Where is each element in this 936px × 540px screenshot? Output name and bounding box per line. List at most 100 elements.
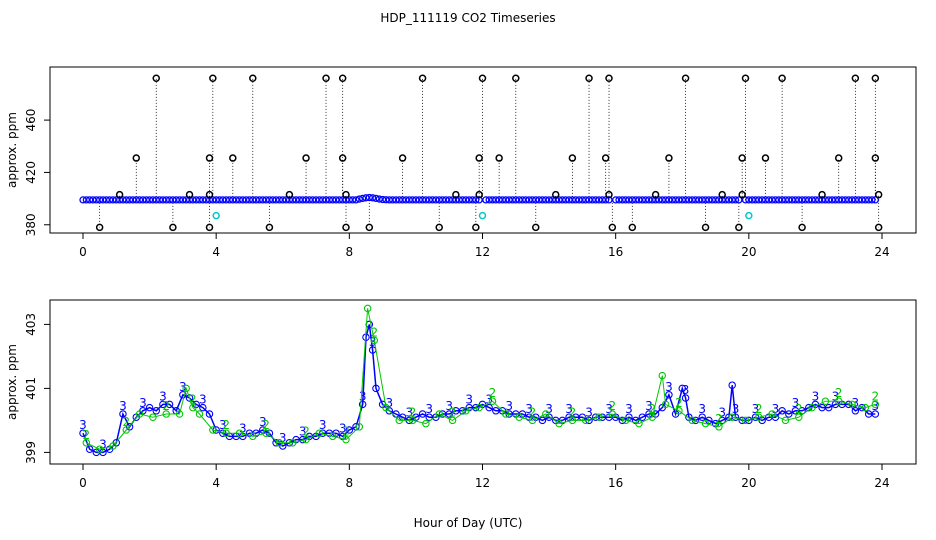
series-marker-label: 3 xyxy=(625,402,633,416)
baseline-point xyxy=(582,196,590,204)
series-marker-label: 3 xyxy=(259,415,267,429)
baseline-point xyxy=(535,196,543,204)
baseline-point xyxy=(225,196,234,204)
outlier-point xyxy=(495,154,503,162)
baseline-point xyxy=(628,196,636,204)
top-data-points xyxy=(79,74,883,232)
baseline-point xyxy=(638,196,646,204)
outlier-point xyxy=(322,74,330,82)
outlier-point xyxy=(871,154,880,162)
x-tick-label: 4 xyxy=(212,245,220,259)
series-point xyxy=(488,397,497,405)
baseline-point xyxy=(309,196,317,204)
baseline-point xyxy=(808,196,816,204)
baseline-point xyxy=(349,196,357,204)
outlier-point xyxy=(152,74,160,82)
baseline-point xyxy=(548,196,557,204)
series-point xyxy=(785,410,793,418)
baseline-point xyxy=(718,196,726,204)
series-marker-label: 3 xyxy=(605,402,613,416)
outlier-point xyxy=(701,223,710,232)
outlier-point xyxy=(718,190,726,199)
series-point xyxy=(179,391,187,399)
series-point xyxy=(435,410,443,418)
baseline-point xyxy=(795,196,803,204)
series-point xyxy=(182,384,190,393)
series-point xyxy=(288,439,297,447)
baseline-point xyxy=(139,196,147,204)
x-tick-label: 12 xyxy=(475,245,490,259)
bottom-y-axis: 399 401 403 xyxy=(24,313,51,464)
baseline-point xyxy=(668,196,676,204)
baseline-point xyxy=(412,196,420,204)
cyan-point xyxy=(745,211,753,220)
baseline-point xyxy=(282,196,290,204)
baseline-point xyxy=(299,196,307,204)
baseline-point xyxy=(675,196,683,204)
series-point xyxy=(222,429,230,437)
series-point xyxy=(195,410,204,418)
outlier-point xyxy=(738,154,746,162)
series-marker-label: 3 xyxy=(665,380,673,394)
series-marker-label: 3 xyxy=(872,399,880,413)
baseline-point xyxy=(109,196,117,204)
series-point xyxy=(568,416,577,425)
baseline-point xyxy=(731,196,740,204)
baseline-point xyxy=(525,196,533,204)
outlier-point xyxy=(302,154,310,162)
series-marker-label: 3 xyxy=(505,399,513,413)
series-marker-label: 3 xyxy=(385,396,393,410)
series-point xyxy=(235,429,244,437)
baseline-point xyxy=(365,193,373,202)
series-marker-label: 3 xyxy=(99,437,107,451)
y-tick-label: 460 xyxy=(24,109,38,132)
baseline-point xyxy=(495,196,503,204)
series-point xyxy=(485,403,493,412)
series-point xyxy=(275,439,284,447)
baseline-point xyxy=(119,196,127,204)
outlier-point xyxy=(95,223,104,232)
baseline-point xyxy=(492,196,500,204)
series-marker-label: 2 xyxy=(162,399,170,413)
baseline-point xyxy=(748,196,756,204)
baseline-point xyxy=(602,196,610,204)
baseline-point xyxy=(562,196,570,204)
outlier-point xyxy=(342,190,350,199)
series-point xyxy=(85,445,94,453)
x-tick-label: 24 xyxy=(874,245,889,259)
series-point xyxy=(768,410,776,418)
baseline-point xyxy=(681,196,690,204)
baseline-point xyxy=(165,196,174,204)
baseline-point xyxy=(695,196,703,204)
baseline-point xyxy=(319,196,327,204)
baseline-point xyxy=(518,196,527,204)
baseline-point xyxy=(708,196,716,204)
series-point xyxy=(363,304,372,313)
outlier-point xyxy=(605,74,613,82)
baseline-point xyxy=(528,196,537,204)
top-panel: 0 4 8 12 16 20 24 380 420 460 approx. ppm xyxy=(5,66,917,259)
series-point xyxy=(205,410,214,418)
baseline-point xyxy=(761,196,770,204)
series-point xyxy=(328,432,337,441)
series-point xyxy=(821,397,830,405)
baseline-point xyxy=(245,196,254,204)
series-marker-label: 2 xyxy=(715,412,723,426)
baseline-point xyxy=(335,196,343,204)
series-marker-label: 3 xyxy=(732,402,740,416)
outlier-point xyxy=(285,190,294,199)
baseline-point xyxy=(828,196,836,204)
x-tick-label: 8 xyxy=(346,476,354,490)
x-tick-label: 16 xyxy=(608,476,623,490)
series-marker-label: 3 xyxy=(219,418,227,432)
series-marker-label: 3 xyxy=(339,421,347,435)
baseline-point xyxy=(698,196,706,204)
y-tick-label: 420 xyxy=(24,161,38,184)
baseline-point xyxy=(488,196,497,204)
series-point xyxy=(871,400,880,409)
series-point xyxy=(635,419,643,428)
baseline-point xyxy=(195,196,204,204)
series-marker-label: 2 xyxy=(795,402,803,416)
